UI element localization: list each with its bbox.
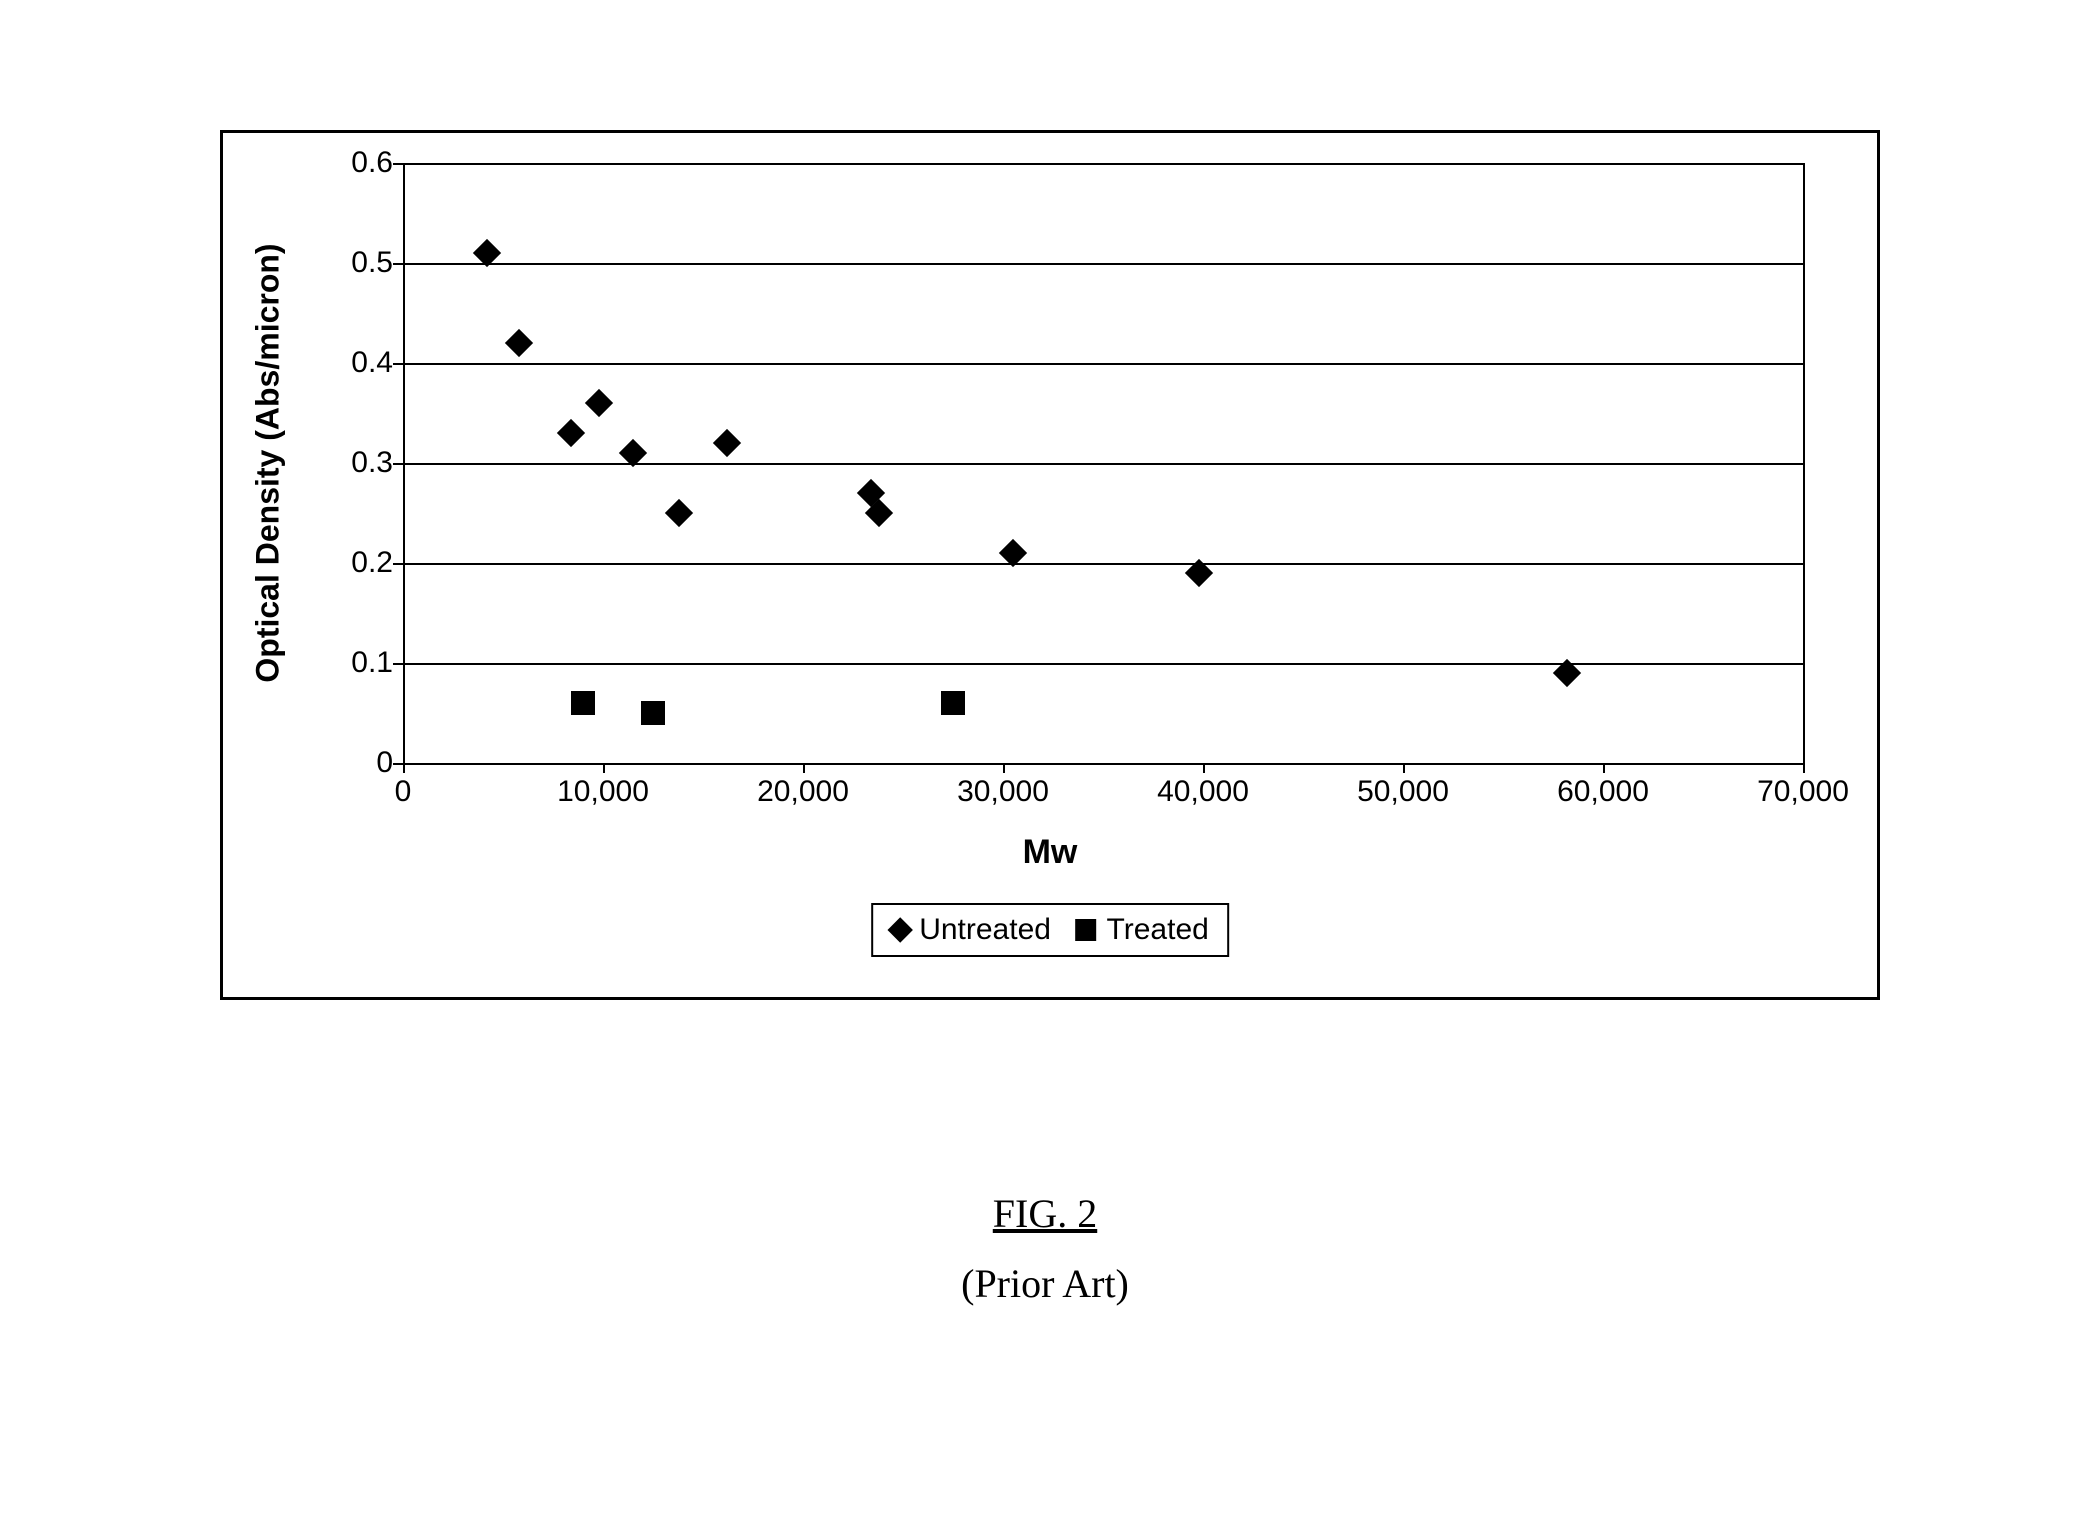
page: Optical Density (Abs/micron) Mw Untreate…: [0, 0, 2090, 1525]
y-tick: [393, 663, 403, 665]
x-tick-label: 20,000: [757, 775, 849, 809]
gridline: [403, 663, 1803, 665]
x-tick: [1403, 763, 1405, 773]
x-tick-label: 50,000: [1357, 775, 1449, 809]
x-tick: [803, 763, 805, 773]
x-tick: [403, 763, 405, 773]
y-tick: [393, 563, 403, 565]
legend-item-untreated: Untreated: [891, 913, 1051, 947]
y-tick-label: 0.2: [323, 546, 393, 580]
gridline: [403, 263, 1803, 265]
y-tick-label: 0.1: [323, 646, 393, 680]
legend-label: Untreated: [919, 913, 1051, 947]
data-point-treated: [641, 701, 665, 725]
x-tick-label: 30,000: [957, 775, 1049, 809]
data-point-untreated: [585, 389, 613, 417]
x-tick-label: 10,000: [557, 775, 649, 809]
figure-label: FIG. 2: [993, 1190, 1097, 1237]
x-tick-label: 60,000: [1557, 775, 1649, 809]
y-tick-label: 0.6: [323, 146, 393, 180]
y-tick: [393, 463, 403, 465]
x-tick: [1803, 763, 1805, 773]
y-tick: [393, 763, 403, 765]
x-axis-label: Mw: [1023, 833, 1078, 872]
data-point-untreated: [713, 429, 741, 457]
gridline: [403, 163, 1803, 165]
data-point-untreated: [665, 499, 693, 527]
data-point-untreated: [557, 419, 585, 447]
plot-area: [403, 163, 1803, 763]
y-tick-label: 0.4: [323, 346, 393, 380]
y-tick-label: 0.5: [323, 246, 393, 280]
y-axis-line: [403, 163, 405, 763]
gridline: [403, 463, 1803, 465]
x-tick: [1603, 763, 1605, 773]
y-tick-label: 0: [323, 746, 393, 780]
x-tick: [1003, 763, 1005, 773]
gridline: [403, 563, 1803, 565]
chart-frame: Optical Density (Abs/micron) Mw Untreate…: [220, 130, 1880, 1000]
legend: Untreated Treated: [871, 903, 1229, 957]
y-tick-label: 0.3: [323, 446, 393, 480]
x-tick-label: 40,000: [1157, 775, 1249, 809]
figure-subtitle: (Prior Art): [961, 1260, 1129, 1307]
diamond-icon: [887, 917, 912, 942]
x-tick: [1203, 763, 1205, 773]
gridline: [403, 763, 1803, 765]
data-point-treated: [941, 691, 965, 715]
x-tick-label: 70,000: [1757, 775, 1849, 809]
y-tick: [393, 263, 403, 265]
x-tick-label: 0: [395, 775, 412, 809]
square-icon: [1075, 919, 1097, 941]
data-point-treated: [571, 691, 595, 715]
data-point-untreated: [505, 329, 533, 357]
x-tick: [603, 763, 605, 773]
y-axis-label: Optical Density (Abs/micron): [250, 243, 287, 682]
legend-item-treated: Treated: [1075, 913, 1209, 947]
gridline: [403, 363, 1803, 365]
y-tick: [393, 163, 403, 165]
plot-right-border: [1803, 163, 1805, 763]
legend-label: Treated: [1107, 913, 1209, 947]
y-tick: [393, 363, 403, 365]
